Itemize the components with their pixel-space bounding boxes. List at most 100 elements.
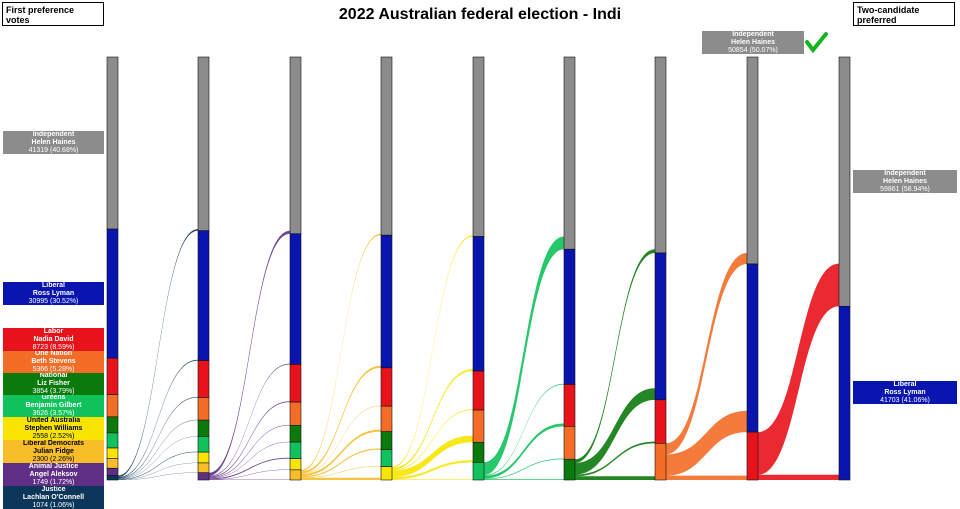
candidate-party: Justice <box>41 486 66 493</box>
flow-justice-to-labor <box>118 396 198 479</box>
bar-count6-labor <box>563 384 576 427</box>
bar-count2-one-nation <box>197 397 210 421</box>
bar-count7-labor <box>654 399 667 444</box>
candidate-party: Liberal <box>893 381 917 388</box>
bar-count1-justice <box>106 475 119 481</box>
candidate-label-greens: Greens Benjamin Gilbert 3626 (3.57%) <box>3 395 104 417</box>
bar-count3-one-nation <box>289 401 302 426</box>
candidate-votes-label: 41319 (40.68%) <box>28 146 79 154</box>
flow-united-australia-to-labor <box>392 409 473 471</box>
candidate-name: Helen Haines <box>31 138 76 146</box>
candidate-party: National <box>39 373 68 379</box>
flow-greens-to-national <box>484 479 564 480</box>
candidate-label-liberal-democrats: Liberal Democrats Julian Fidge 2300 (2.26%… <box>3 440 104 463</box>
candidate-name: Angel Aleksov <box>29 470 78 478</box>
bar-count8-liberal <box>746 263 759 433</box>
flow-labor-to-independent <box>758 263 839 475</box>
flow-national-to-independent <box>575 249 655 463</box>
candidate-name: Lachlan O'Connell <box>22 493 85 501</box>
bar-count4-labor <box>380 367 393 407</box>
bar-count3-liberal-democrats <box>289 469 302 481</box>
flow-justice-to-greens <box>118 451 198 480</box>
candidate-votes-label: 1749 (1.72%) <box>32 478 75 486</box>
flow-liberal-democrats-to-one-nation <box>301 429 381 477</box>
bar-count2-greens <box>197 436 210 453</box>
candidate-votes-label: 59861 (58.94%) <box>880 185 930 193</box>
candidate-party: Liberal Democrats <box>22 440 85 447</box>
candidate-label-justice: Justice Lachlan O'Connell 1074 (1.06%) <box>3 486 104 509</box>
check-icon <box>805 32 828 54</box>
flow-liberal-democrats-to-liberal <box>301 365 381 474</box>
flow-justice-to-national <box>118 436 198 480</box>
bar-count2-national <box>197 419 210 437</box>
flow-animal-justice-to-labor <box>209 401 290 478</box>
bar-count9-liberal <box>838 306 851 481</box>
flow-united-australia-to-independent <box>392 235 473 468</box>
candidate-party: Labor <box>43 328 64 335</box>
candidate-label-independent: Independent Helen Haines 59861 (58.94%) <box>853 170 957 193</box>
candidate-votes-label: 30995 (30.52%) <box>28 297 79 305</box>
candidate-label-independent: Independent Helen Haines 41319 (40.68%) <box>3 131 104 154</box>
candidate-label-one-nation: One Nation Beth Stevens 5366 (5.28%) <box>3 351 104 373</box>
candidate-label-liberal: Liberal Ross Lyman 30995 (30.52%) <box>3 282 104 305</box>
flow-national-to-labor <box>575 441 655 477</box>
bar-count5-national <box>472 441 485 463</box>
candidate-votes-label: 1074 (1.06%) <box>32 501 75 509</box>
flow-united-australia-to-liberal <box>392 369 473 470</box>
bar-count4-independent <box>380 56 393 236</box>
candidate-votes-label: 5366 (5.28%) <box>32 366 75 373</box>
bar-count4-greens <box>380 449 393 467</box>
bar-count3-independent <box>289 56 302 235</box>
bar-count6-liberal <box>563 248 576 385</box>
candidate-votes-label: 3854 (3.79%) <box>32 388 75 395</box>
bar-count2-liberal <box>197 230 210 361</box>
candidate-label-labor: Labor Nadia David 8723 (8.59%) <box>3 328 104 351</box>
flow-liberal-democrats-to-labor <box>301 405 381 474</box>
bar-count1-labor <box>106 357 119 395</box>
winner-votes-label: 50854 (50.07%) <box>728 46 778 54</box>
bar-count1-one-nation <box>106 394 119 418</box>
candidate-party: One Nation <box>34 351 73 357</box>
bar-count4-one-nation <box>380 405 393 432</box>
bar-count6-independent <box>563 56 576 250</box>
bar-count3-united-australia <box>289 458 302 471</box>
bar-count3-greens <box>289 441 302 459</box>
flow-animal-justice-to-independent <box>209 230 290 476</box>
candidate-name: Ross Lyman <box>32 289 75 297</box>
bar-count7-independent <box>654 56 667 254</box>
flow-greens-to-independent <box>484 236 564 476</box>
bar-count1-independent <box>106 56 119 230</box>
bar-count3-national <box>289 425 302 443</box>
candidate-party: Independent <box>32 131 75 138</box>
bar-count4-united-australia <box>380 466 393 481</box>
bar-count7-liberal <box>654 252 667 401</box>
candidate-party: Independent <box>884 170 926 177</box>
bar-count2-animal-justice <box>197 472 210 481</box>
bar-count5-greens <box>472 462 485 481</box>
flow-animal-justice-to-liberal <box>209 363 290 477</box>
bar-count6-one-nation <box>563 426 576 460</box>
flow-national-to-one-nation <box>575 476 655 480</box>
flow-animal-justice-to-national <box>209 441 290 479</box>
winner-party: Independent <box>732 31 774 38</box>
bar-count1-united-australia <box>106 447 119 459</box>
candidate-votes-label: 3626 (3.57%) <box>32 410 75 417</box>
winner-name: Helen Haines <box>731 38 775 46</box>
bar-count5-liberal <box>472 236 485 372</box>
bar-count8-independent <box>746 56 759 265</box>
flow-one-nation-to-independent <box>666 252 747 455</box>
flow-labor-to-liberal <box>758 474 839 480</box>
bar-count1-liberal <box>106 228 119 359</box>
bar-count5-one-nation <box>472 409 485 443</box>
flow-united-australia-to-national <box>392 460 473 480</box>
candidate-name: Stephen Williams <box>24 424 83 432</box>
flow-greens-to-labor <box>484 423 564 479</box>
flow-justice-to-independent <box>118 229 198 478</box>
flow-united-australia-to-one-nation <box>392 435 473 478</box>
first-preference-header: First preference votes <box>2 2 104 26</box>
flow-liberal-democrats-to-independent <box>301 233 381 472</box>
bar-count5-independent <box>472 56 485 237</box>
candidate-party: United Australia <box>26 417 81 424</box>
